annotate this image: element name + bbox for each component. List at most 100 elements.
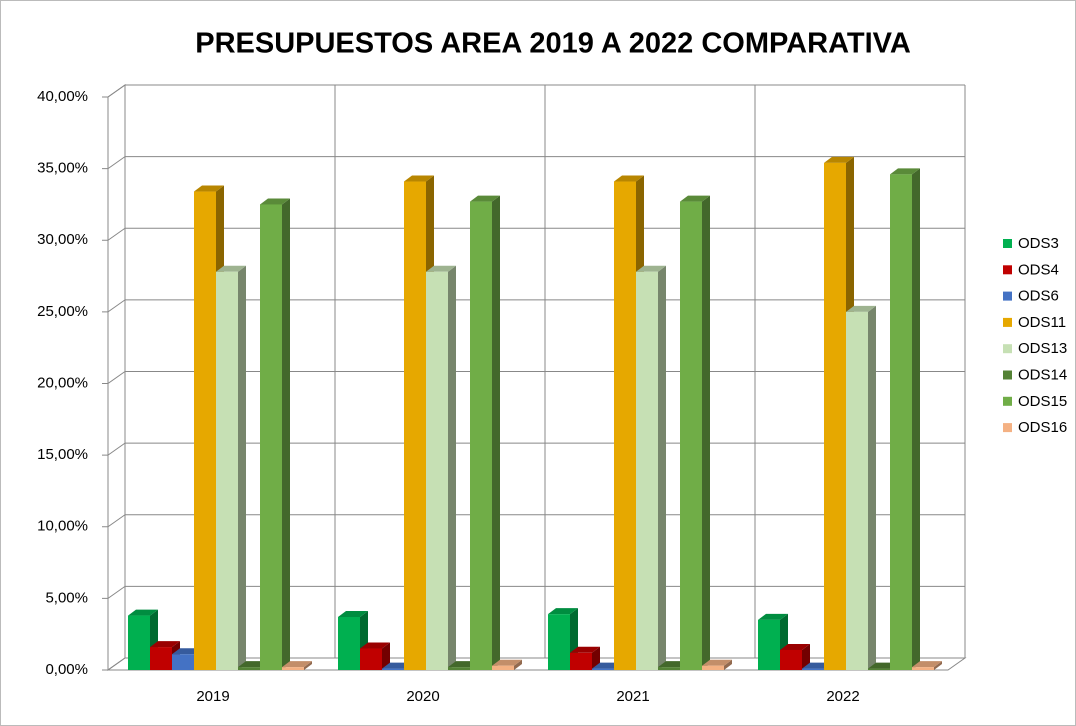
bar-side bbox=[448, 265, 456, 670]
legend-label: ODS4 bbox=[1018, 261, 1059, 278]
bar-top bbox=[470, 195, 500, 202]
legend-swatch bbox=[1003, 344, 1012, 354]
legend-swatch bbox=[1003, 291, 1012, 301]
bar-side bbox=[912, 168, 920, 671]
bar bbox=[238, 667, 260, 670]
bar-top bbox=[150, 641, 180, 648]
legend-label: ODS15 bbox=[1018, 393, 1067, 410]
y-tick-label: 25,00% bbox=[37, 303, 88, 320]
bar bbox=[636, 271, 658, 670]
y-tick-label: 30,00% bbox=[37, 231, 88, 248]
bar-side bbox=[802, 643, 810, 670]
legend-label: ODS3 bbox=[1018, 235, 1059, 252]
legend-swatch bbox=[1003, 265, 1012, 275]
grid-line-side bbox=[107, 442, 126, 456]
bar-top bbox=[824, 156, 854, 163]
bar-side bbox=[724, 659, 732, 670]
bar bbox=[470, 201, 492, 670]
bar bbox=[448, 667, 470, 670]
legend-swatch bbox=[1003, 239, 1012, 248]
bar bbox=[492, 665, 514, 670]
bar-top bbox=[194, 185, 224, 192]
legend-label: ODS16 bbox=[1018, 419, 1067, 436]
bar bbox=[680, 201, 702, 670]
bar-top bbox=[846, 305, 876, 312]
bar-top bbox=[282, 661, 312, 668]
y-tick-label: 40,00% bbox=[37, 88, 88, 105]
bar-top bbox=[260, 198, 290, 205]
bar bbox=[216, 271, 238, 670]
grid-line-side bbox=[107, 227, 126, 241]
legend-label: ODS11 bbox=[1018, 314, 1066, 331]
y-tick-label: 20,00% bbox=[37, 374, 88, 391]
bar bbox=[260, 204, 282, 670]
bar bbox=[592, 668, 614, 670]
bar-top bbox=[216, 265, 246, 272]
bar-side bbox=[492, 195, 500, 670]
x-tick-label: 2022 bbox=[826, 688, 859, 705]
legend-label: ODS6 bbox=[1018, 288, 1059, 305]
bar bbox=[548, 614, 570, 670]
bar bbox=[912, 667, 934, 670]
bar-side bbox=[382, 642, 390, 670]
bar-top bbox=[614, 175, 644, 182]
bar bbox=[404, 181, 426, 670]
bar bbox=[128, 615, 150, 670]
bar-side bbox=[702, 195, 710, 670]
bar bbox=[570, 652, 592, 670]
bar bbox=[150, 647, 172, 670]
bar bbox=[338, 616, 360, 670]
bar-top bbox=[404, 175, 434, 182]
bar bbox=[658, 667, 680, 670]
grid-line-side bbox=[107, 371, 126, 384]
grid-line-side bbox=[107, 156, 126, 170]
bar-top bbox=[492, 659, 522, 666]
x-tick-label: 2021 bbox=[616, 688, 649, 705]
bar-top bbox=[758, 613, 788, 620]
bar-side bbox=[514, 659, 522, 670]
chart-title: PRESUPUESTOS AREA 2019 A 2022 COMPARATIV… bbox=[195, 28, 911, 60]
bar-side bbox=[934, 661, 942, 670]
bar bbox=[614, 181, 636, 670]
bar bbox=[382, 668, 404, 670]
bar bbox=[890, 174, 912, 671]
legend-swatch bbox=[1003, 317, 1012, 327]
bar-top bbox=[702, 659, 732, 666]
bar-top bbox=[338, 610, 368, 617]
grid-line-side bbox=[107, 84, 126, 98]
bar-side bbox=[238, 265, 246, 670]
bar-side bbox=[282, 198, 290, 670]
bar-side bbox=[304, 661, 312, 670]
bar-top bbox=[570, 646, 600, 653]
bar bbox=[194, 191, 216, 671]
bar bbox=[824, 162, 846, 670]
bar-top bbox=[636, 265, 666, 272]
bar-side bbox=[658, 265, 666, 670]
y-tick-label: 15,00% bbox=[37, 446, 88, 463]
y-tick-label: 5,00% bbox=[45, 589, 88, 606]
bar-top bbox=[128, 609, 158, 616]
bar-top bbox=[360, 642, 390, 649]
legend-swatch bbox=[1003, 423, 1012, 433]
grid-line-side bbox=[107, 299, 126, 313]
bar-top bbox=[890, 168, 920, 175]
bar bbox=[702, 665, 724, 670]
bar-side bbox=[868, 305, 876, 670]
bar bbox=[172, 654, 194, 670]
bar bbox=[360, 648, 382, 670]
bar-top bbox=[548, 608, 578, 615]
y-tick-label: 35,00% bbox=[37, 160, 88, 177]
bar bbox=[868, 668, 890, 670]
y-tick-label: 0,00% bbox=[45, 661, 88, 678]
grid-line-side bbox=[107, 514, 126, 528]
legend-label: ODS13 bbox=[1018, 340, 1067, 357]
legend-label: ODS14 bbox=[1018, 366, 1067, 383]
bar-top bbox=[680, 195, 710, 202]
bar-top bbox=[426, 265, 456, 272]
legend-swatch bbox=[1003, 396, 1012, 406]
bar-top bbox=[912, 661, 942, 668]
bar bbox=[846, 311, 868, 670]
bar bbox=[758, 619, 780, 670]
bar bbox=[282, 667, 304, 670]
bar-top bbox=[780, 643, 810, 650]
